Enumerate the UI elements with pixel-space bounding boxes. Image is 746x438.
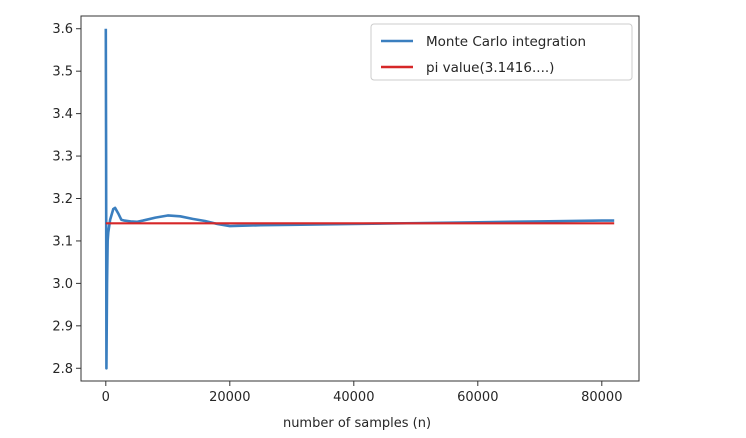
x-tick-label: 60000 (457, 390, 498, 405)
y-axis: 2.8 2.9 3.0 3.1 3.2 3.3 3.4 3.5 3.6 (52, 22, 81, 377)
y-tick-label: 3.2 (52, 192, 73, 207)
y-tick-label: 2.8 (52, 362, 73, 377)
legend-label-1: pi value(3.1416....) (426, 60, 554, 76)
y-tick-label: 3.6 (52, 22, 73, 37)
x-tick-label: 20000 (209, 390, 250, 405)
legend-label-0: Monte Carlo integration (426, 34, 586, 50)
y-tick-label: 3.4 (52, 107, 73, 122)
y-tick-label: 3.5 (52, 65, 73, 80)
x-tick-label: 80000 (581, 390, 622, 405)
legend-frame (370, 23, 633, 81)
x-tick-label: 40000 (333, 390, 374, 405)
legend: Monte Carlo integration pi value(3.1416..… (370, 23, 633, 81)
y-tick-label: 3.1 (52, 234, 73, 249)
x-tick-label: 0 (102, 390, 110, 405)
x-axis-label: number of samples (n) (283, 416, 431, 431)
x-axis: 0 20000 40000 60000 80000 (102, 381, 622, 405)
y-tick-label: 2.9 (52, 319, 73, 334)
y-tick-label: 3.0 (52, 277, 73, 292)
y-tick-label: 3.3 (52, 150, 73, 165)
